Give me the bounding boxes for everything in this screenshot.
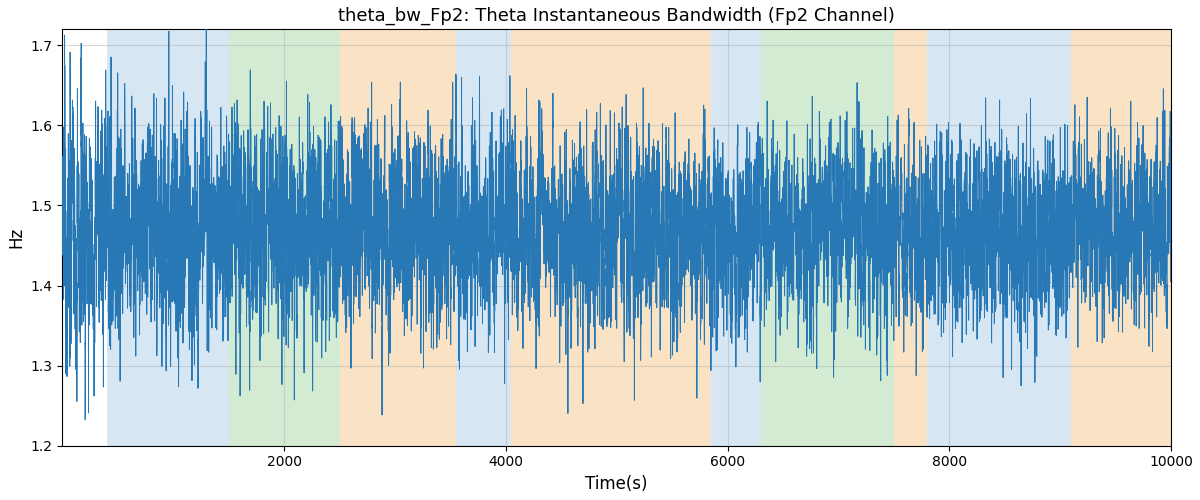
X-axis label: Time(s): Time(s) (586, 475, 648, 493)
Bar (894, 30, 928, 446)
Bar (761, 30, 894, 446)
Bar (340, 30, 456, 446)
Bar (107, 30, 229, 446)
Y-axis label: Hz: Hz (7, 227, 25, 248)
Bar (456, 30, 511, 446)
Title: theta_bw_Fp2: Theta Instantaneous Bandwidth (Fp2 Channel): theta_bw_Fp2: Theta Instantaneous Bandwi… (338, 7, 895, 25)
Bar (928, 30, 1072, 446)
Bar (229, 30, 340, 446)
Bar (511, 30, 710, 446)
Bar (1072, 30, 1193, 446)
Bar (710, 30, 761, 446)
